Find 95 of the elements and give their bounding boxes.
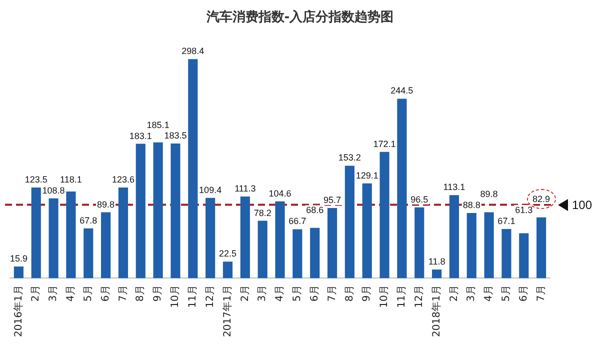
bar	[414, 207, 424, 278]
bar	[432, 270, 442, 278]
bar	[380, 152, 390, 278]
x-tick-label: 5月	[501, 285, 512, 302]
x-tick-label: 8月	[344, 285, 356, 302]
data-label: 298.4	[182, 46, 204, 56]
x-tick-label: 3月	[257, 285, 268, 302]
data-label: 89.8	[480, 188, 498, 199]
x-tick-label: 2018年1月	[430, 285, 442, 337]
x-tick-label: 4月	[274, 285, 286, 302]
x-tick-label: 2月	[448, 285, 460, 302]
data-label: 95.7	[323, 194, 342, 205]
x-tick-label: 9月	[362, 285, 373, 302]
x-tick-label: 4月	[66, 285, 77, 302]
x-tick-label: 5月	[292, 285, 304, 302]
data-label: 153.2	[338, 152, 361, 163]
bar	[48, 198, 58, 278]
data-label: 172.1	[373, 138, 396, 149]
bar	[484, 212, 494, 278]
data-label: 123.5	[24, 174, 48, 185]
x-tick-label: 6月	[518, 285, 530, 302]
data-label: 109.4	[199, 184, 222, 195]
data-label: 22.5	[218, 248, 237, 259]
bar	[344, 166, 354, 278]
data-label: 67.8	[80, 215, 98, 226]
bar	[170, 144, 180, 278]
data-label: 104.6	[268, 188, 292, 198]
data-label: 66.7	[288, 216, 306, 226]
data-label: 78.2	[254, 208, 272, 218]
chart-title: 汽车消费指数-入店分指数趋势图	[205, 8, 395, 26]
bar	[466, 213, 476, 278]
x-tick-label: 2016年1月	[12, 285, 24, 337]
x-tick-label: 2017年1月	[221, 285, 234, 337]
bar	[136, 144, 146, 278]
x-tick-label: 11月	[187, 285, 198, 308]
x-tick-label: 5月	[82, 285, 94, 302]
data-label: 244.5	[390, 86, 414, 96]
x-tick-label: 7月	[118, 285, 129, 302]
x-tick-label: 12月	[204, 285, 216, 308]
x-tick-label: 8月	[135, 285, 146, 302]
data-label: 118.1	[60, 174, 82, 184]
data-label: 96.5	[410, 194, 428, 204]
data-label: 82.9	[532, 194, 550, 204]
bar	[31, 188, 41, 278]
data-label: 129.1	[356, 170, 378, 180]
x-tick-label: 10月	[170, 285, 182, 308]
x-tick-label: 7月	[326, 285, 338, 302]
x-tick-label: 11月	[396, 285, 408, 308]
bar	[84, 228, 94, 278]
bar	[519, 233, 529, 278]
bar	[327, 208, 338, 278]
x-tick-label: 6月	[309, 285, 320, 302]
bar	[240, 196, 250, 278]
data-label: 89.8	[97, 199, 115, 210]
x-tick-label: 4月	[484, 285, 495, 302]
data-label: 61.3	[515, 204, 533, 215]
data-label: 88.8	[462, 200, 480, 210]
data-label: 68.6	[306, 205, 324, 216]
bar	[206, 198, 216, 278]
data-label: 123.6	[112, 174, 134, 184]
ref-line-label: 100	[572, 198, 592, 212]
data-label: 183.1	[129, 130, 152, 141]
x-tick-label: 6月	[100, 285, 112, 302]
bar	[101, 212, 111, 278]
x-tick-label: 7月	[536, 285, 547, 302]
bar	[118, 187, 128, 278]
data-label: 11.8	[428, 256, 446, 267]
x-tick-label: 2月	[30, 285, 42, 302]
data-label: 111.3	[234, 183, 256, 194]
x-tick-label: 9月	[152, 285, 164, 302]
bar	[258, 220, 268, 278]
bar	[502, 228, 512, 278]
bar	[536, 217, 546, 278]
data-label: 67.1	[498, 216, 516, 226]
bar	[449, 195, 459, 278]
x-tick-label: 3月	[48, 285, 60, 302]
x-tick-label: 3月	[466, 285, 478, 302]
bar	[292, 229, 302, 278]
x-tick-label: 2月	[240, 285, 251, 302]
bar	[397, 98, 407, 278]
x-tick-label: 12月	[414, 285, 425, 308]
data-label: 113.1	[443, 182, 466, 192]
bar	[14, 266, 24, 278]
x-tick-label: 10月	[379, 285, 390, 308]
bar	[188, 59, 198, 278]
data-label: 185.1	[146, 120, 170, 130]
bar	[66, 192, 76, 278]
bar	[362, 183, 372, 278]
bar	[275, 201, 285, 278]
data-label: 108.8	[42, 185, 65, 196]
data-label: 183.5	[164, 130, 187, 140]
bar	[222, 262, 233, 278]
bar	[153, 142, 163, 278]
data-label: 15.9	[10, 254, 28, 264]
bar	[310, 228, 320, 278]
